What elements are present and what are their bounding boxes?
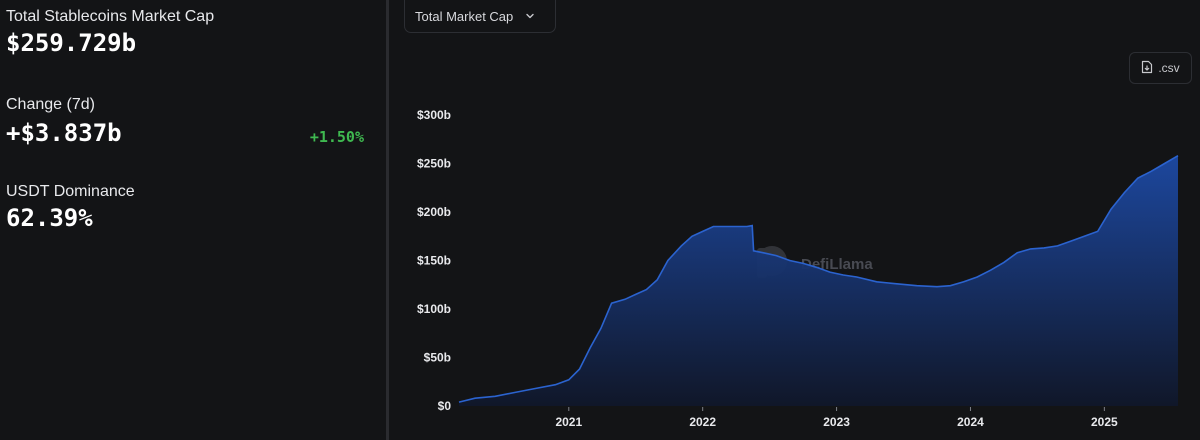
y-tick-label: $250b [417,157,451,171]
market-cap-value: $259.729b [6,29,137,57]
dominance-label: USDT Dominance [6,183,135,200]
file-download-icon [1141,60,1153,77]
x-axis: 2021 2022 2023 2024 2025 [555,407,1118,429]
metric-dropdown[interactable]: Total Market Cap [404,0,556,33]
y-tick-label: $50b [424,351,451,365]
panel-divider [386,0,389,440]
change-percent: +1.50% [309,128,364,146]
y-tick-label: $0 [438,399,452,413]
y-tick-label: $100b [417,302,451,316]
y-tick-label: $300b [417,108,451,122]
change-value: +$3.837b [6,119,122,147]
dominance-value: 62.39% [6,204,93,232]
x-tick-label: 2021 [555,415,582,429]
series-line [458,155,1179,403]
metric-dropdown-label: Total Market Cap [415,8,514,24]
y-tick-label: $200b [417,205,451,219]
x-tick-label: 2022 [689,415,716,429]
y-tick-label: $150b [417,254,451,268]
stats-panel: Total Stablecoins Market Cap $259.729b C… [0,0,386,440]
csv-download-button[interactable]: .csv [1129,52,1192,84]
x-tick-label: 2023 [823,415,850,429]
change-label: Change (7d) [6,96,95,113]
csv-label: .csv [1158,61,1180,75]
x-tick-label: 2025 [1091,415,1118,429]
y-axis: $0 $50b $100b $150b $200b $250b $300b [417,108,451,413]
chevron-down-icon [525,9,535,24]
x-tick-label: 2024 [957,415,984,429]
market-cap-label: Total Stablecoins Market Cap [6,8,215,25]
series-area [459,155,1178,406]
